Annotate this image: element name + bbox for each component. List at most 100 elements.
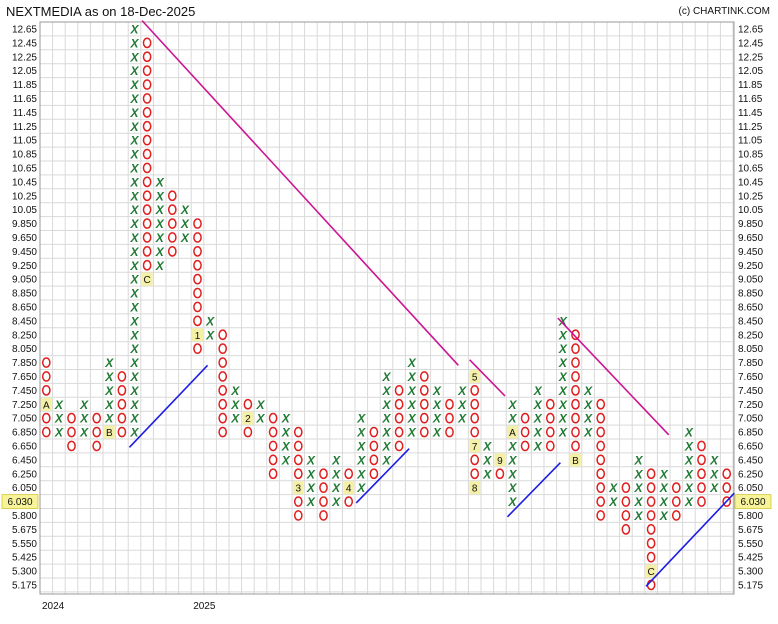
o-mark (319, 510, 328, 521)
month-marker-bg (242, 411, 254, 425)
x-mark: X (54, 398, 64, 412)
x-mark: X (533, 384, 543, 398)
x-mark: X (205, 314, 215, 328)
x-mark: X (583, 426, 593, 440)
o-mark (319, 482, 328, 493)
month-marker-bg (469, 369, 481, 383)
o-mark (646, 468, 656, 480)
y-tick-label-left: 6.050 (12, 483, 37, 494)
y-tick-label-right: 10.65 (738, 163, 763, 174)
support-trendline (128, 364, 209, 448)
y-tick-label-right: 10.05 (738, 205, 763, 216)
y-tick-label-right: 11.45 (738, 108, 763, 119)
y-tick-label-left: 5.800 (12, 511, 37, 522)
x-mark: X (230, 412, 240, 426)
x-mark: X (407, 370, 417, 384)
x-mark: X (129, 78, 139, 92)
y-tick-label-right: 12.25 (738, 52, 763, 63)
pf-column (268, 412, 278, 480)
x-mark: X (129, 64, 139, 78)
o-mark (293, 426, 303, 438)
pf-column (722, 468, 732, 507)
o-mark (218, 412, 228, 424)
pf-column: 5 7 8 (469, 369, 481, 495)
y-tick-label-left: 12.25 (12, 52, 37, 63)
o-mark (142, 259, 152, 271)
o-mark (142, 218, 152, 229)
x-mark: X (482, 467, 492, 481)
x-mark: X (129, 189, 139, 203)
pf-column (671, 482, 681, 521)
o-mark (142, 246, 152, 257)
y-tick-label-right: 10.25 (738, 191, 763, 202)
o-mark (319, 496, 328, 507)
y-tick-label-left: 8.850 (12, 289, 37, 300)
y-tick-label-right: 9.050 (738, 275, 763, 286)
y-tick-label-right: 9.450 (738, 247, 763, 258)
pf-column: XXX (54, 398, 64, 440)
y-tick-label-left: 5.425 (12, 553, 37, 564)
y-tick-label-left: 10.85 (12, 150, 37, 161)
o-mark (243, 398, 253, 410)
x-mark: X (104, 356, 114, 370)
o-mark (394, 426, 404, 438)
y-tick-label-left: 6.450 (12, 455, 37, 466)
x-mark: X (633, 481, 643, 495)
x-mark: X (407, 412, 417, 426)
o-mark (369, 440, 379, 452)
x-mark: X (129, 328, 139, 342)
o-mark (470, 426, 480, 438)
o-mark (394, 398, 404, 410)
current-price-label: 6.030 (740, 497, 765, 508)
support-trendline (645, 492, 735, 587)
o-mark (621, 496, 631, 507)
x-mark: X (255, 412, 265, 426)
y-tick-label-left: 8.250 (12, 330, 37, 341)
month-marker: A (43, 400, 50, 411)
o-mark (369, 468, 379, 480)
y-tick-label-left: 10.65 (12, 163, 37, 174)
x-mark: X (684, 481, 694, 495)
x-mark: X (381, 453, 391, 467)
y-tick-label-right: 8.850 (738, 289, 763, 300)
o-mark (218, 371, 228, 382)
y-tick-label-right: 10.85 (738, 150, 763, 161)
o-mark (218, 329, 228, 341)
x-mark: X (432, 398, 442, 412)
support-trendline (355, 448, 410, 504)
x-mark: X (129, 426, 139, 440)
o-mark (419, 371, 429, 382)
y-tick-label-left: 8.050 (12, 344, 37, 355)
o-mark (697, 454, 706, 466)
o-mark (470, 412, 480, 424)
x-mark: X (129, 217, 139, 231)
o-mark (92, 426, 102, 438)
o-mark (167, 218, 177, 229)
x-mark: X (507, 453, 517, 467)
o-mark (142, 120, 152, 132)
x-mark: X (155, 245, 165, 259)
x-mark: X (129, 314, 139, 328)
o-mark (596, 426, 606, 438)
y-tick-label-right: 12.65 (738, 24, 763, 35)
current-price-box (734, 494, 772, 509)
o-mark (671, 510, 681, 521)
o-mark (193, 246, 202, 257)
x-mark: X (583, 412, 593, 426)
o-mark (218, 426, 228, 438)
x-mark: X (356, 453, 366, 467)
pf-column: C (645, 468, 657, 591)
month-marker-bg (570, 453, 581, 467)
current-price-label: 6.030 (7, 497, 32, 508)
y-tick-label-right: 5.675 (738, 525, 763, 536)
o-mark (41, 426, 51, 438)
pf-column (445, 398, 454, 438)
o-mark (142, 79, 152, 90)
month-marker-bg (103, 425, 115, 439)
